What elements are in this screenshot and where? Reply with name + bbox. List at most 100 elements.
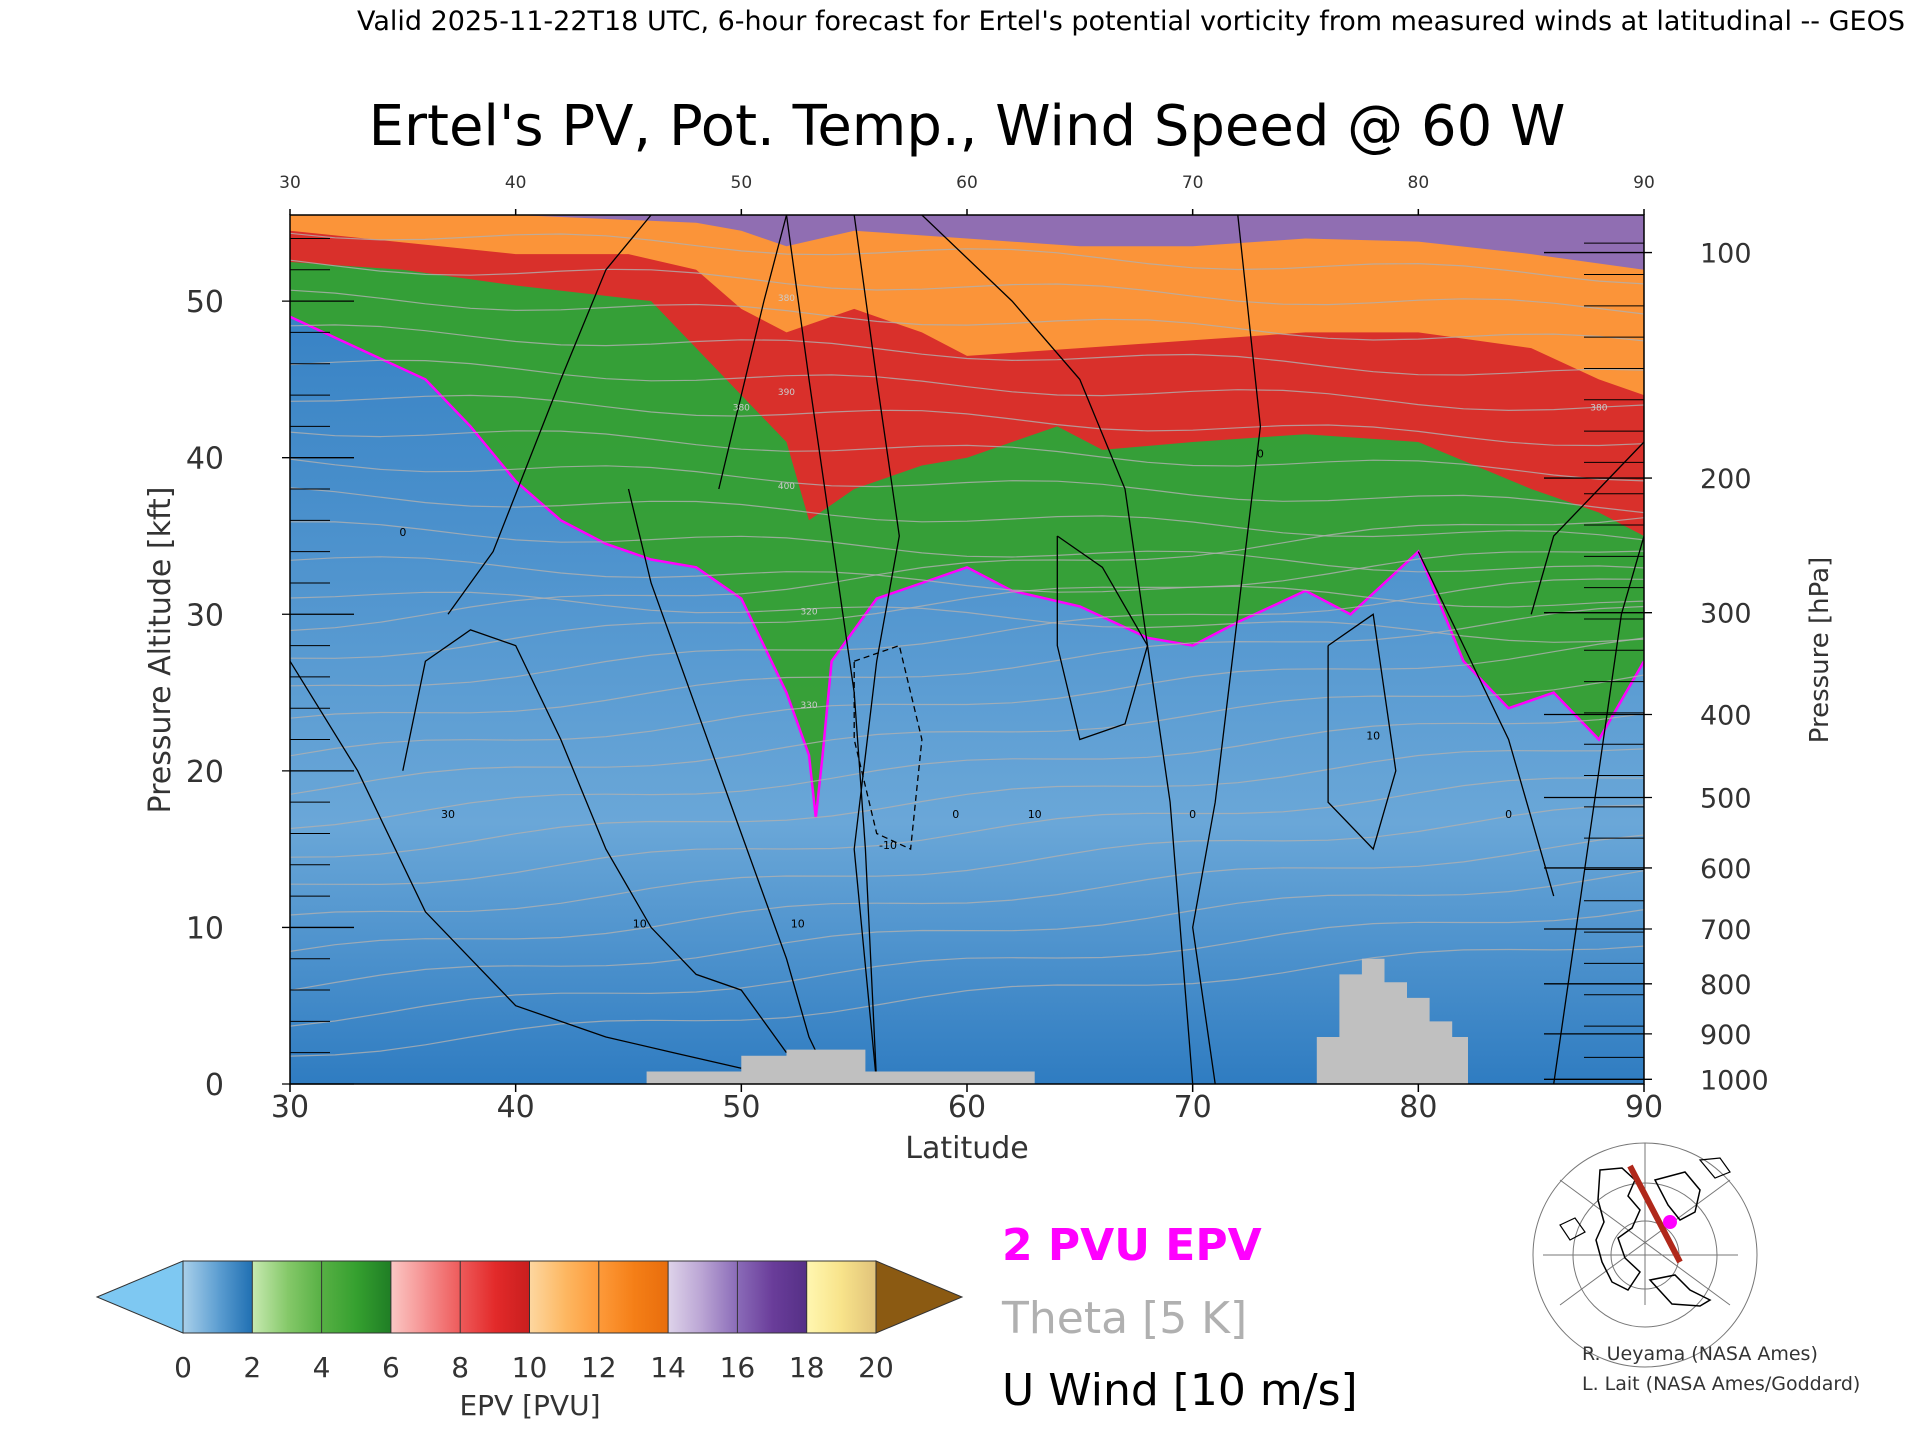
- y-tick-label-right: 600: [1700, 854, 1752, 885]
- x-tick-label-bottom: 90: [1625, 1090, 1663, 1125]
- theta-contour-line: [290, 578, 1644, 687]
- u-wind-contour-line: [1327, 613, 1397, 851]
- inset-section-track: [1627, 1164, 1683, 1264]
- colorbar-frame: [182, 1260, 877, 1334]
- theta-contour-line: [290, 430, 1644, 482]
- theta-contour-line: [290, 550, 1644, 659]
- y-tick-label-right: 1000: [1700, 1065, 1769, 1096]
- theta-contour-line: [290, 748, 1644, 858]
- colorbar-tick-label: 14: [650, 1351, 686, 1384]
- u-wind-contour-line: [290, 660, 742, 1069]
- colorbar-band: [737, 1261, 773, 1333]
- y-tick-label-left: 10: [186, 911, 224, 946]
- colorbar-band: [217, 1261, 253, 1333]
- colorbar-band: [598, 1261, 634, 1333]
- u-wind-contour-line: [1553, 535, 1644, 1084]
- colorbar-band: [529, 1261, 565, 1333]
- epv-layer-10-14: [290, 215, 1644, 396]
- colorbar-band: [425, 1261, 461, 1333]
- u-wind-contour-line: [1530, 441, 1644, 615]
- colorbar-band: [356, 1261, 392, 1333]
- theta-contour-line: [290, 458, 1644, 514]
- theta-contour-line: [290, 556, 1644, 608]
- u-wind-contour-label: 30: [441, 808, 455, 821]
- u-wind-contour-label: 10: [1366, 730, 1380, 743]
- legend-entry-pv: 2 PVU EPV: [1002, 1220, 1262, 1271]
- theta-contour-line: [290, 259, 1644, 315]
- colorbar-ticks: 0 2 4 6 8 10 12 14 16 18 20: [174, 1260, 894, 1384]
- colorbar-band: [494, 1261, 530, 1333]
- chart-title: Ertel's PV, Pot. Temp., Wind Speed @ 60 …: [369, 94, 1566, 159]
- x-tick-label-top: 30: [279, 173, 301, 193]
- theta-contour-label: 320: [800, 607, 817, 617]
- u-wind-contour-line: [1056, 535, 1149, 741]
- y-tick-label-left: 40: [186, 442, 224, 477]
- legend-entry-theta: Theta [5 K]: [1001, 1293, 1247, 1344]
- y-tick-label-right: 400: [1700, 700, 1752, 731]
- x-tick-label-bottom: 30: [271, 1090, 309, 1125]
- y-tick-label-right: 300: [1700, 599, 1752, 630]
- y-axis-label-right: Pressure [hPa]: [1805, 557, 1835, 744]
- y-axis-left-minor-ticks: [290, 237, 330, 1054]
- theta-contour-line: [290, 359, 1644, 412]
- legend-entry-wind: U Wind [10 m/s]: [1002, 1365, 1358, 1416]
- y-tick-label-right: 800: [1700, 970, 1752, 1001]
- colorbar-band: [252, 1261, 288, 1333]
- theta-contour-line: [290, 232, 1644, 285]
- colorbar-band: [390, 1261, 427, 1333]
- y-axis-right: 100 200 300 400 500 600 700 800 900 1000: [1544, 239, 1769, 1096]
- terrain-fill: [290, 958, 1644, 1084]
- theta-contour-line: [290, 289, 1644, 342]
- colorbar-under-arrow: [95, 1260, 184, 1334]
- colorbar-over-arrow: [875, 1260, 964, 1334]
- u-wind-contours: [290, 215, 1644, 1084]
- polar-stereographic-map-icon: [1532, 1142, 1758, 1368]
- contour-labels: 0 10 30 -10 10 0 10 0 0 10 0 380 390 400 380 330 320 380: [399, 294, 1607, 930]
- u-wind-contour-label: 10: [791, 917, 805, 930]
- colorbar-tick-label: 2: [243, 1351, 261, 1384]
- x-tick-label-top: 40: [505, 173, 527, 193]
- y-tick-label-left: 50: [186, 285, 224, 320]
- u-wind-contour-label: 0: [1189, 808, 1196, 821]
- colorbar-tick-label: 0: [174, 1351, 192, 1384]
- theta-contour-line: [290, 591, 1644, 643]
- colorbar-band: [460, 1261, 496, 1333]
- y-tick-label-left: 0: [205, 1068, 224, 1103]
- y-tick-label-right: 500: [1700, 783, 1752, 814]
- colorbar-tick-label: 8: [451, 1351, 469, 1384]
- x-tick-label-top: 60: [956, 173, 978, 193]
- x-tick-label-top: 70: [1182, 173, 1204, 193]
- theta-contour-label: 380: [1590, 404, 1607, 414]
- legend: 2 PVU EPV Theta [5 K] U Wind [10 m/s]: [1001, 1220, 1358, 1416]
- u-wind-contour-label: 10: [633, 917, 647, 930]
- theta-contour-label: 380: [733, 404, 750, 414]
- theta-contour-line: [290, 777, 1644, 886]
- theta-contour-line: [290, 909, 1644, 1027]
- colorbar-tick-label: 10: [512, 1351, 548, 1384]
- valid-time-header: Valid 2025-11-22T18 UTC, 6-hour forecast…: [357, 6, 1905, 37]
- colorbar-band: [806, 1261, 842, 1333]
- y-axis-label-left: Pressure Altitude [kft]: [143, 487, 178, 814]
- u-wind-contour-line: [718, 215, 788, 490]
- y-axis-left: 0 10 20 30 40 50: [186, 285, 354, 1103]
- x-tick-label-top: 90: [1633, 173, 1655, 193]
- theta-contour-line: [290, 834, 1644, 952]
- theta-contour-line: [290, 674, 1644, 795]
- theta-contour-label: 380: [778, 294, 795, 304]
- x-tick-label-bottom: 70: [1174, 1090, 1212, 1125]
- theta-contour-line: [290, 324, 1644, 376]
- theta-contours: [290, 232, 1644, 1057]
- colorbar-tick-label: 16: [720, 1351, 756, 1384]
- x-tick-label-top: 80: [1408, 173, 1430, 193]
- y-tick-label-left: 30: [186, 598, 224, 633]
- u-wind-contour-line: [402, 629, 788, 1054]
- theta-contour-line: [290, 521, 1644, 573]
- u-wind-contour-line: [785, 215, 878, 1084]
- epv-colorbar: 0 2 4 6 8 10 12 14 16 18 20 EPV [PVU]: [95, 1260, 964, 1422]
- x-tick-label-top: 50: [731, 173, 753, 193]
- u-wind-contour-label: 10: [1028, 808, 1042, 821]
- colorbar-band: [668, 1261, 704, 1333]
- theta-contour-label: 400: [778, 482, 795, 492]
- credit-line-2: L. Lait (NASA Ames/Goddard): [1582, 1373, 1860, 1395]
